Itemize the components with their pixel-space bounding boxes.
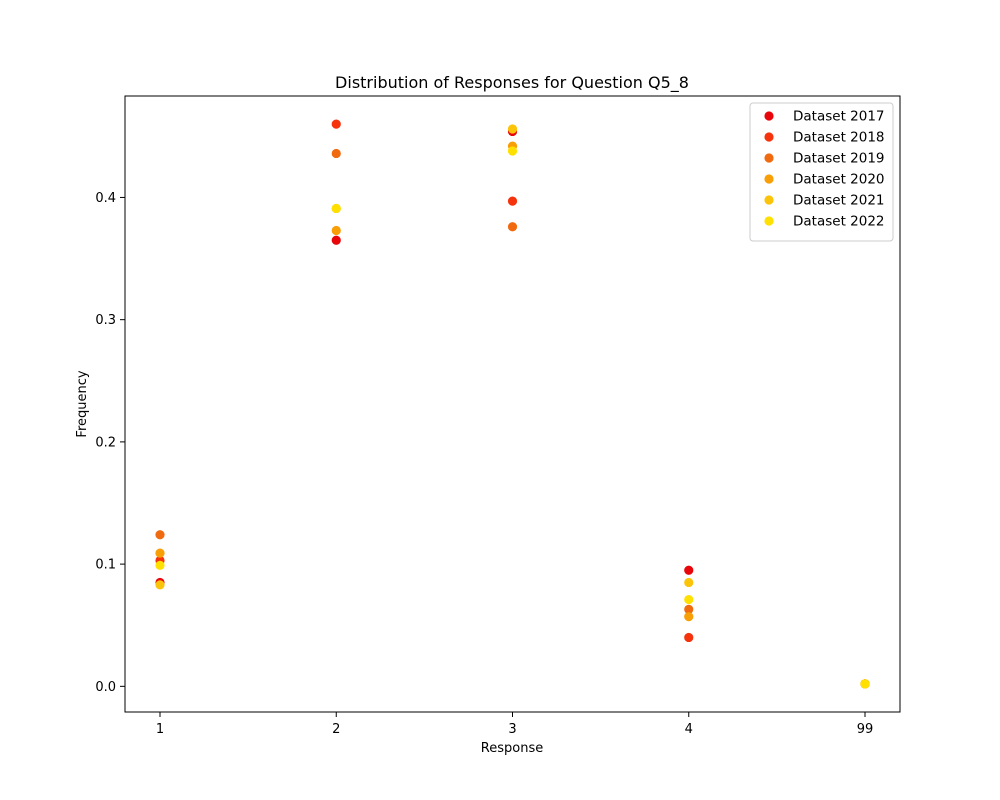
data-point [331, 119, 341, 129]
data-point [507, 146, 518, 156]
legend-label: Dataset 2019 [793, 151, 885, 167]
x-tick-label: 1 [156, 722, 164, 737]
data-point [331, 235, 341, 245]
data-point [507, 222, 518, 232]
legend-marker [764, 132, 774, 142]
chart-title: Distribution of Responses for Question Q… [335, 73, 689, 93]
legend-label: Dataset 2022 [793, 214, 885, 230]
data-point [331, 225, 341, 236]
y-tick-label: 0.4 [95, 191, 116, 206]
y-tick-label: 0.1 [95, 558, 116, 573]
legend-marker [764, 111, 774, 121]
x-tick-label: 99 [857, 722, 874, 737]
data-point [155, 580, 165, 590]
data-point [684, 577, 694, 588]
y-axis: 0.0 0.1 0.2 0.3 0.4 [95, 191, 125, 695]
legend-marker [764, 153, 774, 163]
data-point [684, 594, 694, 605]
legend-marker [764, 174, 774, 184]
legend-label: Dataset 2020 [793, 172, 885, 188]
data-point [684, 604, 694, 614]
data-point [331, 203, 341, 214]
legend-box [749, 102, 894, 242]
legend-marker [764, 195, 774, 205]
legend-label: Dataset 2021 [793, 193, 885, 209]
y-tick-label: 0.0 [95, 680, 116, 695]
legend-label: Dataset 2017 [793, 109, 885, 125]
y-tick-label: 0.3 [95, 313, 116, 328]
data-point [684, 565, 694, 575]
data-point [507, 124, 518, 134]
x-axis: 1 2 3 4 99 [156, 712, 873, 737]
data-point [684, 632, 694, 643]
data-point [155, 530, 165, 540]
data-point [684, 612, 694, 622]
data-point [155, 548, 165, 558]
x-axis-label: Response [481, 741, 543, 756]
plot-frame [124, 95, 901, 713]
data-point [507, 196, 518, 206]
data-point [331, 148, 341, 159]
data-point [860, 679, 870, 689]
legend-marker [764, 216, 774, 226]
y-tick-label: 0.2 [95, 435, 116, 450]
data-points [155, 119, 870, 689]
x-tick-label: 4 [685, 722, 693, 737]
x-tick-label: 2 [332, 722, 340, 737]
legend: Dataset 2017 Dataset 2018 Dataset 2019 Data… [749, 102, 894, 242]
x-tick-label: 3 [508, 722, 516, 737]
legend-label: Dataset 2018 [793, 130, 885, 146]
data-point [155, 560, 165, 570]
y-axis-label: Frequency [75, 370, 90, 437]
